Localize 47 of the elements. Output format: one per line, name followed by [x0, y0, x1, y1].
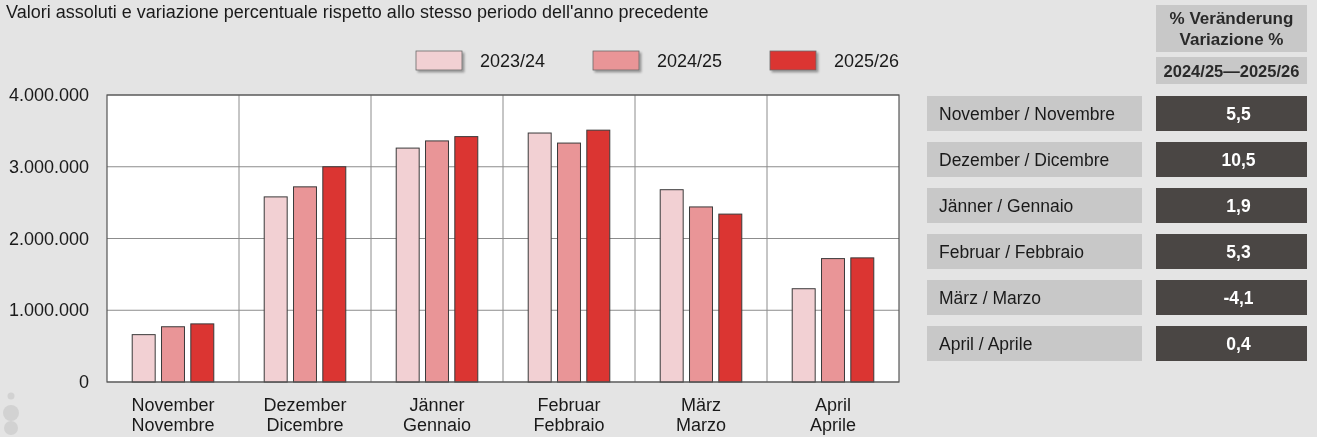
x-tick-label: März Marzo [675, 395, 727, 435]
x-tick-label: Dezember Dicembre [263, 395, 347, 435]
text: 10,5 [1221, 149, 1256, 170]
y-tick-label: 0 [78, 372, 89, 392]
bar [689, 206, 713, 383]
bar [131, 334, 156, 383]
bar [659, 189, 684, 383]
bar [190, 323, 215, 383]
x-tick-label: Februar Febbraio [533, 395, 605, 435]
text: % Veränderung Variazione % [1169, 9, 1294, 49]
legend-label: 2024/25 [657, 51, 723, 71]
x-tick-label: Jänner Gennaio [402, 395, 472, 435]
legend-label: 2025/26 [834, 51, 900, 71]
bar [322, 166, 347, 383]
bar [293, 186, 317, 383]
bar [821, 258, 845, 383]
x-tick-label: April Aprile [809, 395, 857, 435]
text: 5,5 [1226, 103, 1251, 124]
bar [395, 147, 420, 383]
text: 1,9 [1226, 195, 1251, 216]
bar [586, 129, 611, 383]
bar [557, 142, 581, 383]
bar [425, 140, 449, 383]
bar [454, 136, 479, 383]
category-label: Dezember / Dicembre [939, 149, 1110, 170]
bar [263, 196, 288, 383]
chart-title: Valori assoluti e variazione percentuale rispetto allo stesso periodo dell'anno precedente [6, 2, 709, 22]
legend-label: 2023/24 [480, 51, 546, 71]
bar [718, 213, 743, 383]
text: -4,1 [1223, 287, 1254, 308]
x-tick-label: November Novembre [131, 395, 215, 435]
y-tick-label: 3.000.000 [8, 156, 89, 177]
text: 2024/25—2025/26 [1163, 62, 1300, 80]
category-label: November / Novembre [939, 103, 1116, 124]
y-tick-label: 1.000.000 [8, 300, 89, 321]
text: 0,4 [1226, 333, 1251, 354]
bar [161, 326, 185, 383]
y-tick-label: 2.000.000 [8, 228, 89, 249]
bar [791, 288, 816, 383]
category-label: Jänner / Gennaio [939, 195, 1074, 216]
y-tick-label: 4.000.000 [8, 85, 89, 105]
category-label: Februar / Febbraio [939, 241, 1084, 262]
text: 5,3 [1226, 241, 1251, 262]
category-label: April / Aprile [939, 333, 1033, 354]
bar [527, 132, 552, 383]
bar [850, 257, 875, 383]
category-label: März / Marzo [939, 287, 1042, 308]
